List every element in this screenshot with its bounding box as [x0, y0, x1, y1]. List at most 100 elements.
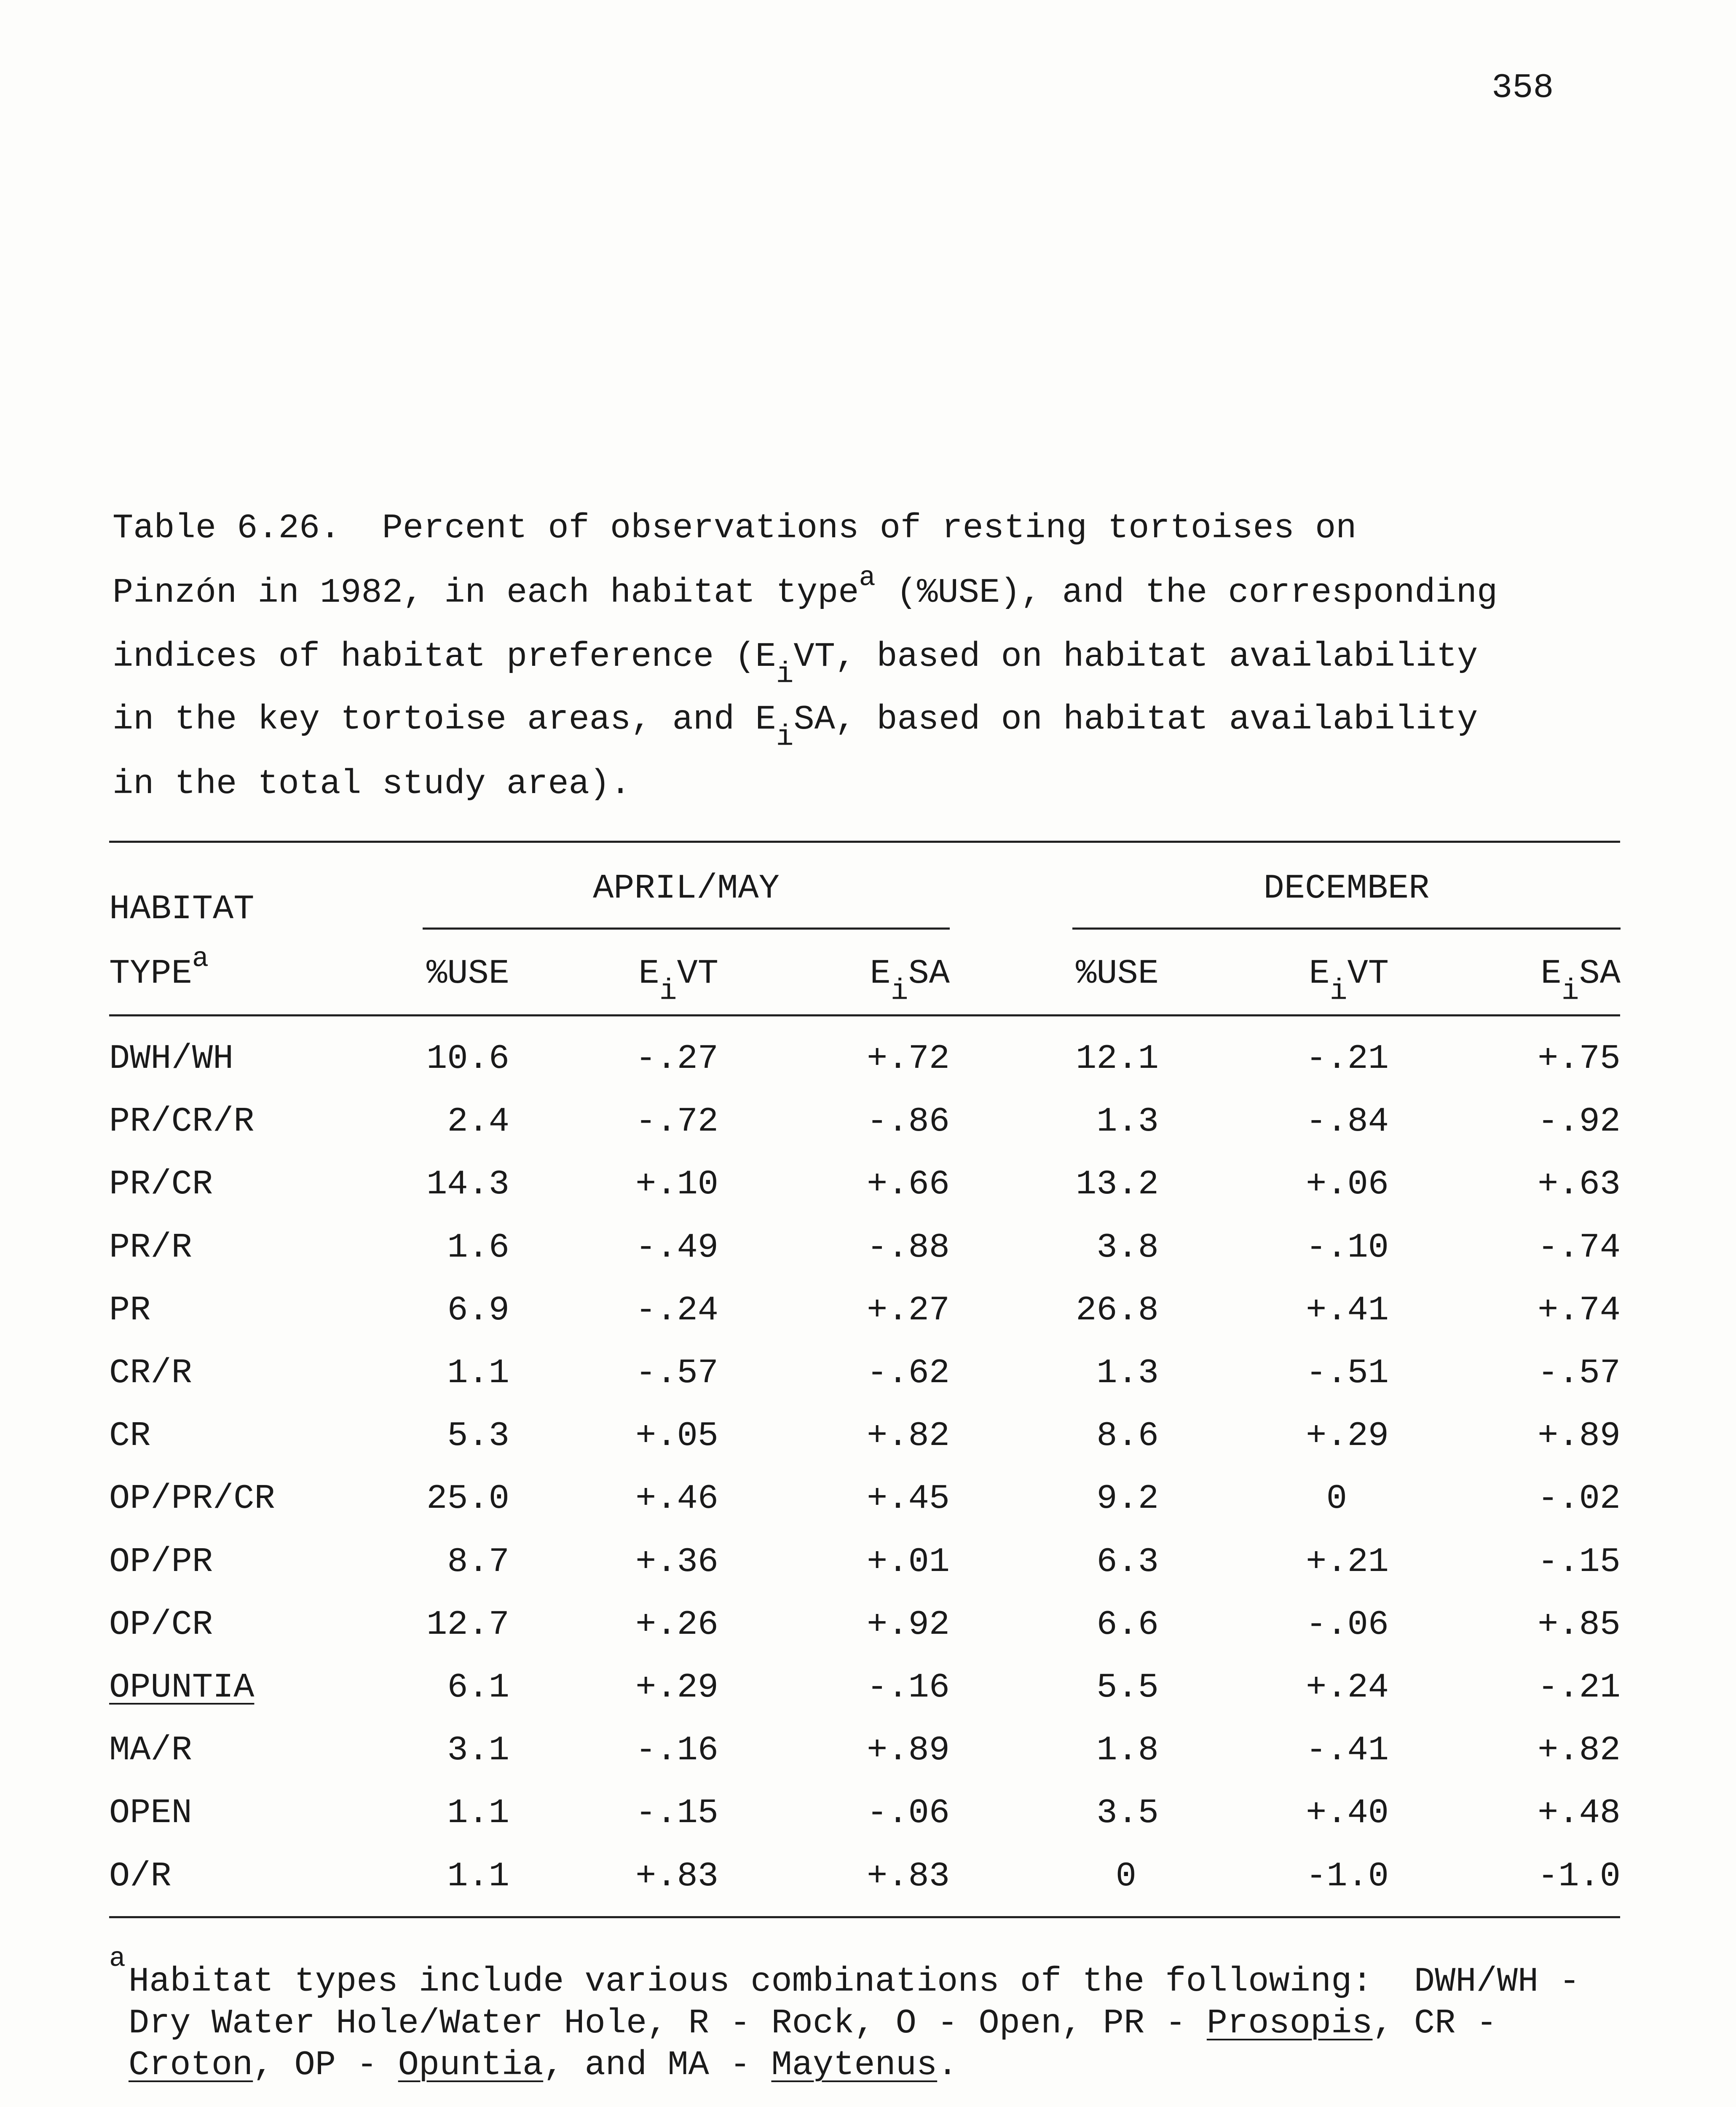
page-number: 358 — [1492, 68, 1554, 107]
value-cell: +.89 — [1538, 1416, 1621, 1456]
subscript: i — [1561, 974, 1579, 1008]
value-cell: -.72 — [635, 1102, 718, 1141]
value-cell: -.27 — [635, 1039, 718, 1078]
habitat-cell: PR/CR — [109, 1165, 213, 1204]
footnote-text: , OP - — [253, 2045, 398, 2085]
value-cell: -.15 — [635, 1793, 718, 1833]
value-cell: -.57 — [1538, 1354, 1621, 1393]
value-cell: 12.1 — [1076, 1039, 1159, 1078]
value-cell: -1.0 — [1306, 1857, 1389, 1896]
value-cell: 8.7 — [447, 1542, 509, 1582]
value-cell: -.74 — [1538, 1228, 1621, 1267]
value-cell: 1.1 — [447, 1857, 509, 1896]
value-cell: +.01 — [867, 1542, 950, 1582]
value-cell: 1.8 — [1096, 1731, 1159, 1770]
genus-opuntia: Opuntia — [398, 2045, 544, 2085]
value-cell: +.72 — [867, 1039, 950, 1078]
table-top-rule — [109, 841, 1620, 843]
value-cell: -.62 — [867, 1354, 950, 1393]
header-bottom-rule — [109, 1014, 1620, 1016]
column-header-text: E — [1309, 954, 1330, 993]
value-cell: +.29 — [1306, 1416, 1389, 1456]
value-cell: -.06 — [1306, 1605, 1389, 1644]
table-bottom-rule — [109, 1916, 1620, 1918]
value-cell: 1.6 — [447, 1228, 509, 1267]
value-cell: +.45 — [867, 1479, 950, 1518]
footnote-marker: a — [192, 943, 209, 975]
subscript: i — [890, 974, 908, 1008]
column-header: EiSA — [1428, 957, 1621, 1006]
value-cell: 13.2 — [1076, 1165, 1159, 1204]
value-cell: +.63 — [1538, 1165, 1621, 1204]
value-cell: +.41 — [1306, 1291, 1389, 1330]
group-header-april-may: APRIL/MAY — [593, 869, 780, 908]
value-cell: -.10 — [1306, 1228, 1389, 1267]
value-cell: 0 — [1115, 1857, 1136, 1896]
habitat-cell: OP/CR — [109, 1605, 213, 1644]
value-cell: 0 — [1326, 1479, 1347, 1518]
value-cell: 26.8 — [1076, 1291, 1159, 1330]
footnote-text: , CR - — [1372, 2004, 1497, 2043]
habitat-cell: OP/PR/CR — [109, 1479, 275, 1518]
value-cell: +.24 — [1306, 1668, 1389, 1707]
value-cell: +.10 — [635, 1165, 718, 1204]
column-header-text: E — [638, 954, 659, 993]
value-cell: -.15 — [1538, 1542, 1621, 1582]
header-text: TYPE — [109, 954, 192, 993]
group-rule — [1072, 928, 1621, 930]
value-cell: -.51 — [1306, 1354, 1389, 1393]
value-cell: -.16 — [635, 1731, 718, 1770]
habitat-cell: OPUNTIA — [109, 1668, 255, 1707]
value-cell: +.89 — [867, 1731, 950, 1770]
value-cell: 5.5 — [1096, 1668, 1159, 1707]
footnote-marker: a — [859, 562, 876, 594]
genus-maytenus: Maytenus — [771, 2045, 938, 2085]
value-cell: -.24 — [635, 1291, 718, 1330]
column-header-text: E — [870, 954, 891, 993]
habitat-cell: PR — [109, 1291, 151, 1330]
habitat-cell: OP/PR — [109, 1542, 213, 1582]
column-header: EiVT — [1196, 954, 1389, 1006]
value-cell: +.40 — [1306, 1793, 1389, 1833]
value-cell: 10.6 — [426, 1039, 509, 1078]
subscript: i — [659, 974, 677, 1008]
value-cell: +.82 — [1538, 1731, 1621, 1770]
habitat-cell: PR/R — [109, 1228, 192, 1267]
value-cell: -.88 — [867, 1228, 950, 1267]
caption-text: Pinzón in 1982, in each habitat type — [113, 573, 859, 612]
value-cell: -.16 — [867, 1668, 950, 1707]
caption-text: (%USE), and the corresponding — [875, 573, 1498, 612]
group-rule — [423, 928, 950, 930]
column-header-text: SA — [908, 954, 950, 993]
value-cell: +.29 — [635, 1668, 718, 1707]
value-cell: +.21 — [1306, 1542, 1389, 1582]
value-cell: 3.8 — [1096, 1228, 1159, 1267]
value-cell: 2.4 — [447, 1102, 509, 1141]
value-cell: -.84 — [1306, 1102, 1389, 1141]
value-cell: +.26 — [635, 1605, 718, 1644]
value-cell: 8.6 — [1096, 1416, 1159, 1456]
column-header: EiSA — [757, 954, 950, 1006]
column-header: %USE — [316, 957, 509, 991]
group-header-december: DECEMBER — [1263, 869, 1430, 908]
value-cell: +.82 — [867, 1416, 950, 1456]
value-cell: 5.3 — [447, 1416, 509, 1456]
footnote-text: . — [937, 2045, 958, 2085]
habitat-cell: PR/CR/R — [109, 1102, 255, 1141]
value-cell: -.21 — [1306, 1039, 1389, 1078]
caption-text: indices of habitat preference (E — [113, 637, 776, 676]
footnote-line-2: Dry Water Hole/Water Hole, R - Rock, O -… — [129, 2006, 1497, 2041]
value-cell: 9.2 — [1096, 1479, 1159, 1518]
value-cell: 1.3 — [1096, 1102, 1159, 1141]
value-cell: +.75 — [1538, 1039, 1621, 1078]
habitat-cell: OPEN — [109, 1793, 192, 1833]
value-cell: 1.1 — [447, 1354, 509, 1393]
column-header: %USE — [966, 957, 1159, 991]
caption-line-1: Table 6.26. Percent of observations of r… — [113, 509, 1357, 548]
caption-line-4: in the key tortoise areas, and EiSA, bas… — [113, 702, 1478, 752]
caption-line-2: Pinzón in 1982, in each habitat typea (%… — [113, 564, 1498, 612]
value-cell: +.48 — [1538, 1793, 1621, 1833]
column-header-text: %USE — [426, 954, 509, 993]
value-cell: 12.7 — [426, 1605, 509, 1644]
footnote-line-1: Habitat types include various combinatio… — [129, 1962, 1580, 2001]
